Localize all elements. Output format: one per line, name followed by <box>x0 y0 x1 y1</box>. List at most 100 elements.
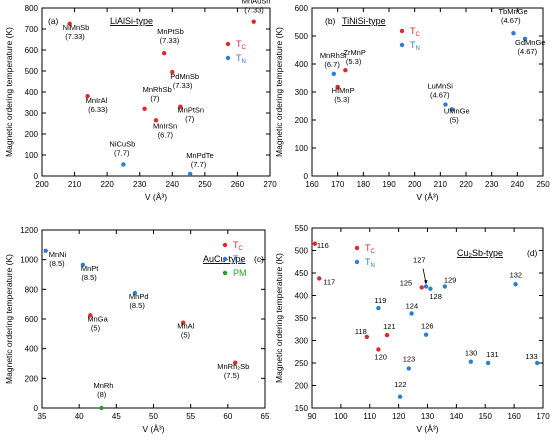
y-tick-label: 250 <box>295 359 309 368</box>
data-label-c: MnGa <box>87 314 108 323</box>
x-tick-label: 270 <box>263 180 277 189</box>
y-tick-label: 100 <box>295 144 309 153</box>
data-point-d <box>419 285 424 290</box>
data-label-value-b: (4.67) <box>518 47 538 56</box>
data-point-c <box>233 360 238 365</box>
y-tick-label: 1200 <box>20 226 38 235</box>
y-tick-label: 500 <box>25 67 39 76</box>
legend-label-PM: PM <box>233 268 247 278</box>
data-label-c: MnNi <box>49 250 67 259</box>
x-tick-label: 55 <box>186 412 195 421</box>
y-tick-label: 300 <box>295 88 309 97</box>
data-label-value-a: (7.7) <box>114 148 130 157</box>
data-label-value-b: (6.7) <box>324 60 340 69</box>
data-point-d <box>317 276 322 281</box>
legend-label-TN: TN <box>365 257 375 269</box>
panel-title: TiNiSi-type <box>342 16 386 26</box>
x-axis-label: V (Å³) <box>145 192 167 202</box>
data-label-c: MnPt <box>81 264 99 273</box>
panel-letter: (d) <box>527 248 538 258</box>
data-label-d: 125 <box>400 278 413 287</box>
data-point-c <box>132 290 138 296</box>
data-label-a: MnIrAl <box>86 96 108 105</box>
data-point-d <box>406 366 411 371</box>
y-tick-label: 350 <box>295 314 309 323</box>
data-point-a <box>188 171 193 177</box>
legend-marker-Tc <box>222 242 228 248</box>
y-tick-label: 1000 <box>20 256 38 265</box>
data-label-value-a: (7.7) <box>191 160 207 169</box>
legend-marker-Tc <box>399 28 405 34</box>
data-point-c <box>80 262 86 268</box>
legend-marker-TN <box>399 42 405 48</box>
data-point-d <box>312 241 318 246</box>
data-point-d <box>535 360 540 366</box>
data-label-b: UMnGe <box>444 106 470 115</box>
data-label-d: 129 <box>444 276 457 285</box>
data-point-b <box>443 102 448 107</box>
data-label-value-b: (4.67) <box>430 91 450 100</box>
data-point-a <box>67 21 72 26</box>
data-point-d <box>364 334 370 340</box>
data-label-value-a: (6.7) <box>158 130 174 139</box>
y-tick-label: 600 <box>25 315 39 324</box>
x-tick-label: 250 <box>536 180 550 189</box>
data-label-d: 131 <box>486 350 499 359</box>
data-point-d <box>376 305 381 311</box>
x-tick-label: 240 <box>511 180 525 189</box>
data-label-value-b: (4.67) <box>501 16 521 25</box>
y-axis-label: Magnetic ordering temperature (K) <box>274 27 284 157</box>
data-label-value-b: (5.3) <box>346 57 362 66</box>
data-point-d <box>468 359 474 364</box>
data-label-value-a: (7.33) <box>160 36 180 45</box>
data-label-c: MnRh <box>93 381 113 390</box>
data-point-a <box>251 19 256 24</box>
legend-label-TN: TN <box>236 53 246 65</box>
y-tick-label: 300 <box>295 337 309 346</box>
x-tick-label: 170 <box>331 180 345 189</box>
x-tick-label: 150 <box>479 412 493 421</box>
x-tick-label: 65 <box>261 412 270 421</box>
data-label-value-c: (8.5) <box>49 259 65 268</box>
data-point-c <box>88 313 93 318</box>
data-point-a <box>153 118 159 123</box>
y-tick-label: 600 <box>25 46 39 55</box>
legend-marker-TN <box>354 259 360 265</box>
y-tick-label: 800 <box>25 285 39 294</box>
data-label-a: MnAuSn <box>242 0 271 6</box>
data-point-b <box>331 71 337 77</box>
data-point-d <box>442 284 448 289</box>
data-label-value-a: (7) <box>150 94 160 103</box>
x-tick-label: 230 <box>133 180 147 189</box>
data-label-value-b: (5.3) <box>334 95 350 104</box>
legend-marker-Tc <box>354 245 360 251</box>
legend-marker-Tc <box>225 41 231 47</box>
data-label-d: 124 <box>406 302 419 311</box>
data-point-d <box>423 284 429 289</box>
data-label-b: ZrMnP <box>343 48 366 57</box>
data-point-c <box>99 405 104 411</box>
data-label-a: NiCuSb <box>109 139 135 148</box>
x-tick-label: 40 <box>75 412 84 421</box>
panel-letter: (a) <box>48 16 59 26</box>
data-label-value-c: (5) <box>181 331 191 340</box>
data-point-d <box>428 286 433 291</box>
data-point-d <box>423 332 429 337</box>
data-point-b <box>522 36 528 41</box>
data-point-b <box>335 84 340 90</box>
y-tick-label: 200 <box>295 116 309 125</box>
x-tick-label: 190 <box>382 180 396 189</box>
y-tick-label: 450 <box>295 269 309 278</box>
y-tick-label: 800 <box>25 4 39 13</box>
x-tick-label: 110 <box>363 412 376 421</box>
data-label-d: 122 <box>394 380 407 389</box>
data-point-a <box>121 162 126 167</box>
data-label-value-a: (7) <box>185 115 195 124</box>
x-tick-label: 45 <box>112 412 121 421</box>
data-label-a: MnPdTe <box>186 151 214 160</box>
y-tick-label: 400 <box>25 345 39 354</box>
data-point-b <box>511 31 516 36</box>
data-label-value-a: (7.33) <box>65 32 85 41</box>
data-label-value-a: (7.33) <box>173 81 193 90</box>
data-point-d <box>384 332 390 338</box>
